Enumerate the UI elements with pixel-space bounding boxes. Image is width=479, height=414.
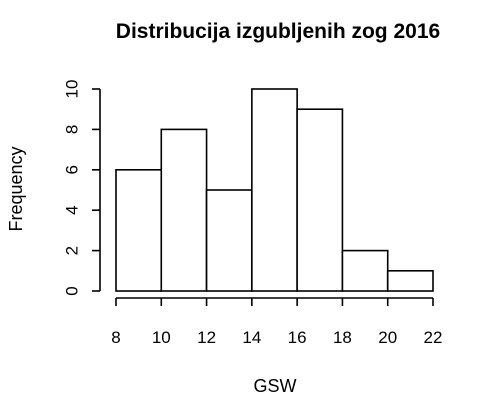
x-tick-label-3: 14 [242,328,261,347]
histogram-bar-4 [296,108,344,292]
x-tick-label-0: 8 [111,328,120,347]
histogram-bar-0 [115,169,163,292]
y-tick-label-5: 10 [62,80,81,99]
y-axis: 0 2 4 6 8 10 [62,80,101,296]
y-tick-label-0: 0 [62,286,81,295]
y-axis-title: Frequency [6,146,26,231]
x-axis: 8 10 12 14 16 18 20 22 [111,297,443,347]
x-tick-label-7: 22 [424,328,443,347]
chart-title: Distribucija izgubljenih zog 2016 [116,20,440,43]
x-tick-label-4: 16 [288,328,307,347]
histogram-bar-1 [160,128,208,292]
y-tick-label-4: 8 [62,125,81,134]
x-tick-label-5: 18 [333,328,352,347]
x-tick-label-6: 20 [378,328,397,347]
x-axis-title: GSW [254,376,297,396]
y-tick-label-3: 6 [62,165,81,174]
y-tick-label-1: 2 [62,246,81,255]
x-tick-label-1: 10 [152,328,171,347]
histogram-bars [115,88,434,292]
histogram-bar-5 [341,249,389,292]
y-tick-label-2: 4 [62,205,81,214]
x-tick-label-2: 12 [197,328,216,347]
histogram-bar-6 [386,269,434,292]
histogram-bar-2 [205,189,253,292]
histogram-bar-3 [251,88,298,292]
